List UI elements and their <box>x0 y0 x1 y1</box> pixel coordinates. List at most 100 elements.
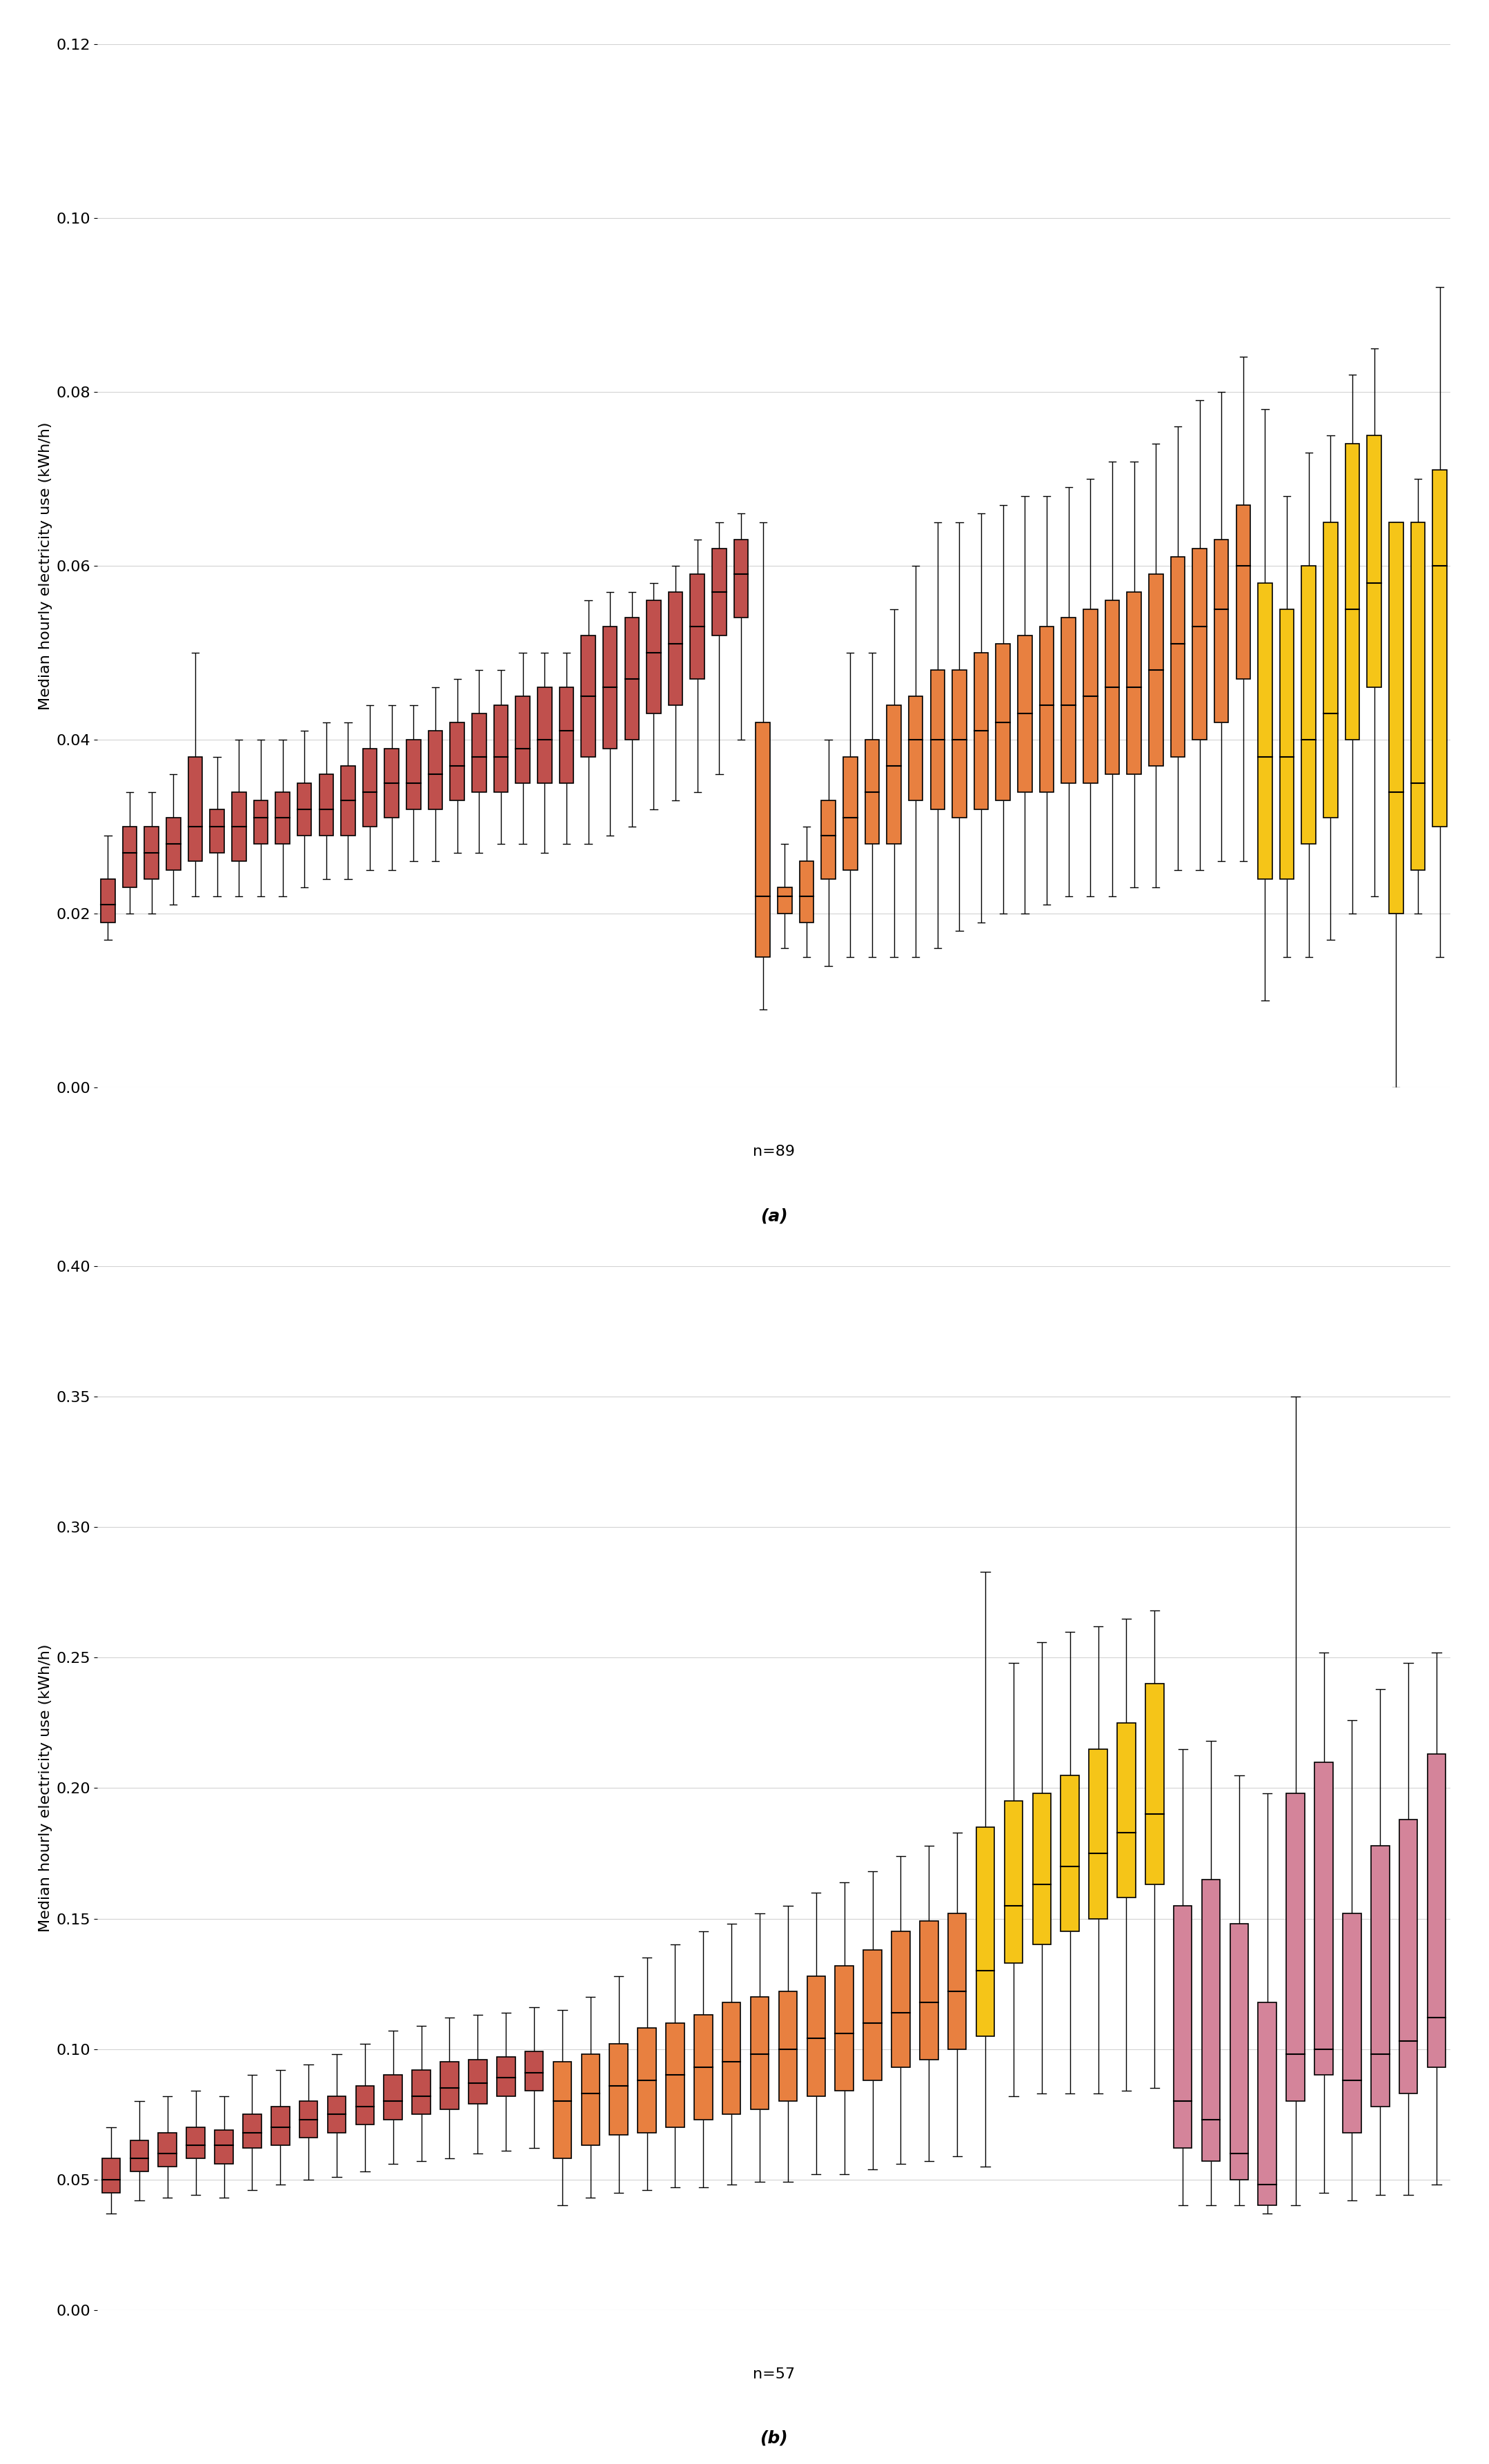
Bar <box>538 687 552 784</box>
Bar <box>1193 549 1206 739</box>
Bar <box>167 818 180 870</box>
Bar <box>275 791 290 845</box>
Bar <box>384 749 399 818</box>
Bar <box>1281 609 1294 880</box>
Bar <box>319 774 334 835</box>
Bar <box>210 808 225 853</box>
Bar <box>494 705 508 791</box>
Bar <box>892 1932 910 2067</box>
Bar <box>1117 1722 1136 1897</box>
Bar <box>472 715 487 791</box>
Bar <box>581 2055 600 2146</box>
Bar <box>691 574 704 678</box>
Bar <box>1105 601 1120 774</box>
Bar <box>1428 1754 1446 2067</box>
Text: n=89: n=89 <box>753 1146 795 1158</box>
Bar <box>865 739 879 845</box>
Bar <box>722 2003 740 2114</box>
Bar <box>1005 1801 1023 1964</box>
Bar <box>101 2158 121 2193</box>
Bar <box>974 653 989 808</box>
Bar <box>1301 567 1316 845</box>
Bar <box>625 618 639 739</box>
Bar <box>666 2023 685 2126</box>
Bar <box>526 2053 543 2092</box>
Bar <box>669 591 682 705</box>
Bar <box>712 549 727 636</box>
Bar <box>298 784 311 835</box>
Text: (b): (b) <box>759 2430 788 2447</box>
Bar <box>406 739 421 808</box>
Bar <box>864 1949 881 2080</box>
Bar <box>1286 1794 1304 2102</box>
Bar <box>1145 1683 1164 1885</box>
Bar <box>822 801 835 880</box>
Bar <box>1150 574 1163 766</box>
Bar <box>977 1828 995 2035</box>
Bar <box>1202 1880 1219 2161</box>
Bar <box>450 722 465 801</box>
Bar <box>777 887 792 914</box>
Bar <box>1367 436 1382 687</box>
Bar <box>232 791 246 862</box>
Bar <box>603 626 616 749</box>
Bar <box>497 2057 515 2097</box>
Bar <box>750 1996 768 2109</box>
Bar <box>1315 1762 1333 2075</box>
Bar <box>1230 1924 1248 2181</box>
Bar <box>1324 522 1337 818</box>
Bar <box>1173 1905 1191 2149</box>
Bar <box>144 825 159 880</box>
Bar <box>1346 444 1359 739</box>
Bar <box>469 2060 487 2104</box>
Bar <box>101 880 115 922</box>
Bar <box>441 2062 459 2109</box>
Bar <box>1432 471 1447 825</box>
Bar <box>756 722 770 956</box>
Bar <box>122 825 137 887</box>
Bar <box>515 697 530 784</box>
Bar <box>328 2097 345 2131</box>
Bar <box>1371 1846 1389 2107</box>
Bar <box>948 1915 966 2050</box>
Bar <box>887 705 901 845</box>
Bar <box>1018 636 1032 791</box>
Bar <box>843 756 858 870</box>
Bar <box>1410 522 1425 870</box>
Bar <box>1170 557 1185 756</box>
Bar <box>779 1991 797 2102</box>
Bar <box>1039 626 1054 791</box>
Bar <box>186 2126 205 2158</box>
Bar <box>1084 609 1097 784</box>
Bar <box>996 643 1010 801</box>
Bar <box>429 732 442 808</box>
Bar <box>637 2028 657 2131</box>
Bar <box>1215 540 1228 722</box>
Bar <box>271 2107 289 2146</box>
Bar <box>1400 1818 1418 2094</box>
Bar <box>953 670 966 818</box>
Bar <box>581 636 596 756</box>
Bar <box>1258 2003 1276 2205</box>
Bar <box>243 2114 261 2149</box>
Bar <box>609 2043 628 2136</box>
Text: n=57: n=57 <box>753 2368 795 2380</box>
Text: (a): (a) <box>761 1207 788 1225</box>
Bar <box>1060 1774 1080 1932</box>
Bar <box>1258 584 1272 880</box>
Bar <box>188 756 203 862</box>
Y-axis label: Median hourly electricity use (kWh/h): Median hourly electricity use (kWh/h) <box>39 1643 52 1932</box>
Bar <box>1088 1749 1108 1919</box>
Bar <box>214 2129 234 2163</box>
Bar <box>356 2085 374 2124</box>
Bar <box>807 1976 825 2097</box>
Bar <box>560 687 573 784</box>
Bar <box>552 2062 572 2158</box>
Bar <box>1389 522 1403 914</box>
Bar <box>130 2141 149 2171</box>
Bar <box>931 670 944 808</box>
Bar <box>299 2102 317 2139</box>
Bar <box>694 2016 713 2119</box>
Bar <box>920 1922 938 2060</box>
Bar <box>341 766 356 835</box>
